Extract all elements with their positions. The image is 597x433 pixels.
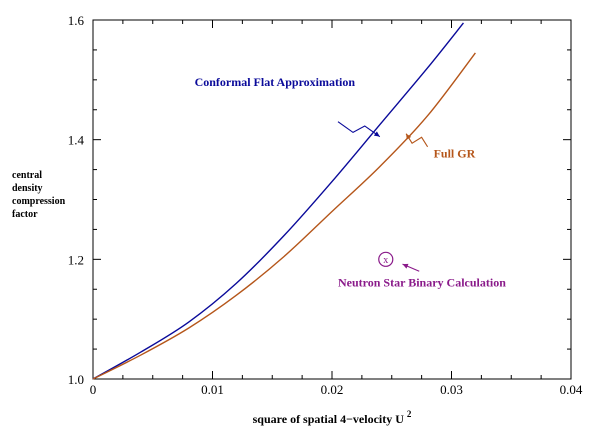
y-axis-label-line: compression: [12, 196, 66, 207]
y-tick-label: 1.2: [68, 252, 84, 267]
point-marker-label: x: [383, 255, 388, 266]
x-tick-label: 0.04: [560, 382, 583, 397]
x-axis: 0 0.01 0.02 0.03 0.04: [90, 20, 583, 397]
annotation-conformal-flat-label: Conformal Flat Approximation: [195, 75, 356, 89]
annotation-full-gr-arrow: [405, 133, 429, 148]
y-tick-label: 1.6: [68, 13, 85, 28]
point-marker-circle: [378, 251, 394, 267]
y-axis-label-line: central: [12, 170, 42, 181]
x-axis-label-superscript: 2: [407, 409, 412, 419]
y-tick-label: 1.4: [68, 133, 85, 148]
x-tick-label: 0.03: [440, 382, 463, 397]
series-line-conformal-flat: [92, 22, 464, 380]
annotation-arrowhead: [402, 263, 409, 269]
y-axis-label-line: density: [12, 183, 43, 194]
x-tick-label: 0.02: [321, 382, 344, 397]
annotation-arrowhead: [373, 131, 380, 137]
y-tick-label: 1.0: [68, 372, 84, 387]
series-layer: [92, 22, 476, 380]
annotation-layer: x Conformal Flat Approximation Full GR Neut…: [195, 75, 507, 289]
x-tick-label: 0.01: [201, 382, 224, 397]
annotation-conformal-flat-arrow: [337, 121, 381, 138]
y-axis-label-line: factor: [12, 209, 38, 220]
x-axis-label: square of spatial 4−velocity U 2: [253, 409, 412, 426]
y-axis: 1.0 1.2 1.4 1.6: [68, 13, 571, 387]
series-line-full-gr: [92, 52, 476, 380]
annotation-full-gr-label: Full GR: [434, 147, 476, 161]
x-axis-label-text: square of spatial 4−velocity U: [253, 412, 405, 426]
y-axis-label: central density compression factor: [12, 170, 66, 220]
annotation-neutron-star-label: Neutron Star Binary Calculation: [338, 275, 506, 289]
x-tick-label: 0: [90, 382, 97, 397]
annotation-arrowhead: [406, 133, 412, 140]
